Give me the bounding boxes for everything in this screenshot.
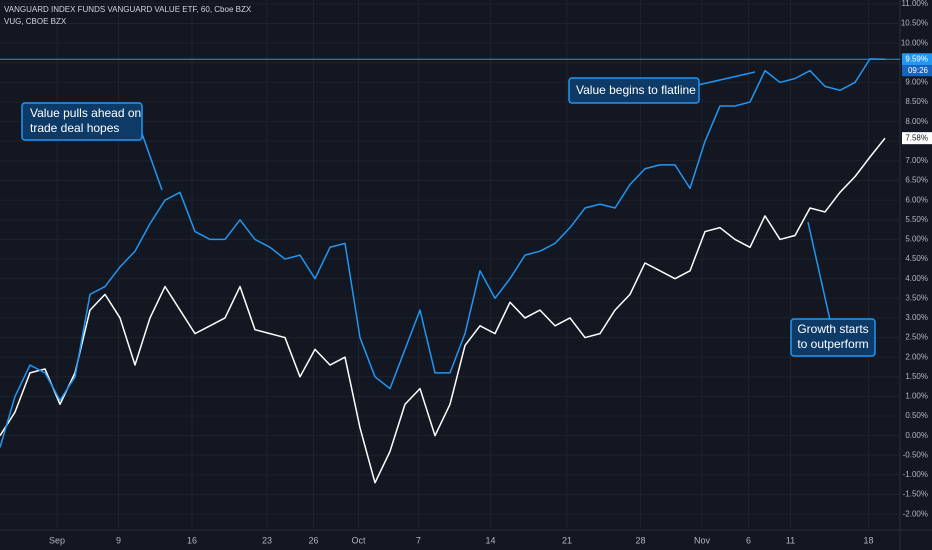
annotation-text: Growth starts	[797, 322, 868, 336]
x-tick-label: 21	[562, 535, 572, 545]
timer-label: 09:26	[908, 66, 929, 75]
y-tick-label: -1.50%	[903, 490, 928, 499]
callout-box	[790, 318, 876, 357]
x-tick-label: 7	[416, 535, 421, 545]
y-tick-label: 4.00%	[905, 274, 928, 283]
x-tick-label: 9	[116, 535, 121, 545]
y-tick-label: 10.50%	[901, 19, 928, 28]
grid	[0, 0, 900, 530]
annotation-text: Value begins to flatline	[576, 83, 696, 97]
x-tick-label: 16	[187, 535, 197, 545]
y-tick-label: -0.50%	[903, 450, 928, 459]
annotations: Value pulls ahead on trade deal hopes Va…	[21, 71, 876, 357]
x-tick-label: 18	[863, 535, 873, 545]
x-tick-label: 11	[786, 535, 795, 545]
y-tick-label: 5.00%	[905, 235, 928, 244]
x-tick-label: Nov	[694, 535, 711, 545]
y-tick-label: 2.00%	[905, 352, 928, 361]
y-tick-label: 1.00%	[905, 392, 928, 401]
x-tick-label: 6	[746, 535, 751, 545]
y-tick-label: 9.00%	[905, 78, 928, 87]
callout-pointer	[697, 71, 756, 86]
y-tick-label: 3.00%	[905, 313, 928, 322]
x-tick-label: 26	[308, 535, 318, 545]
callout-box	[21, 102, 143, 141]
y-tick-label: 6.50%	[905, 176, 928, 185]
price-label-box	[902, 53, 932, 66]
lines	[0, 58, 886, 484]
y-tick-label: 10.00%	[901, 38, 928, 47]
y-tick-label: -1.00%	[903, 470, 928, 479]
price-label-box	[902, 132, 932, 145]
y-tick-label: 6.00%	[905, 195, 928, 204]
callout-pointer	[139, 127, 163, 191]
price-label: 9.59%	[905, 54, 928, 63]
y-tick-label: 3.50%	[905, 293, 928, 302]
annotation-text: Value pulls ahead on	[30, 106, 141, 120]
axes: -2.00% -1.50% -1.00% -0.50% 0.00% 0.50% 1.00% 1…	[49, 0, 932, 545]
y-tick-label: 5.50%	[905, 215, 928, 224]
annotation-text: trade deal hopes	[30, 121, 119, 135]
y-tick-label: -2.00%	[903, 509, 928, 518]
y-tick-label: 7.00%	[905, 156, 928, 165]
y-tick-label: 2.50%	[905, 333, 928, 342]
x-tick-label: 14	[485, 535, 495, 545]
header-title: VANGUARD INDEX FUNDS VANGUARD VALUE ETF,…	[4, 5, 252, 14]
series-line	[0, 137, 886, 484]
x-tick-label: 28	[635, 535, 645, 545]
callout-pointer	[807, 221, 831, 321]
x-tick-label: Sep	[49, 535, 65, 545]
y-tick-label: 8.50%	[905, 97, 928, 106]
timer-box	[902, 65, 932, 77]
y-tick-label: 8.00%	[905, 117, 928, 126]
y-tick-label: 0.00%	[905, 431, 928, 440]
x-tick-label: Oct	[351, 535, 366, 545]
y-tick-label: 0.50%	[905, 411, 928, 420]
y-tick-label: 4.50%	[905, 254, 928, 263]
x-tick-label: 23	[262, 535, 272, 545]
header-subtitle: VUG, CBOE BZX	[4, 17, 67, 26]
callout-box	[568, 77, 700, 104]
y-tick-label: 1.50%	[905, 372, 928, 381]
y-tick-label: 11.00%	[901, 0, 928, 8]
series-line	[0, 58, 886, 448]
price-label: 7.58%	[905, 133, 928, 142]
annotation-text: to outperform	[797, 337, 868, 351]
